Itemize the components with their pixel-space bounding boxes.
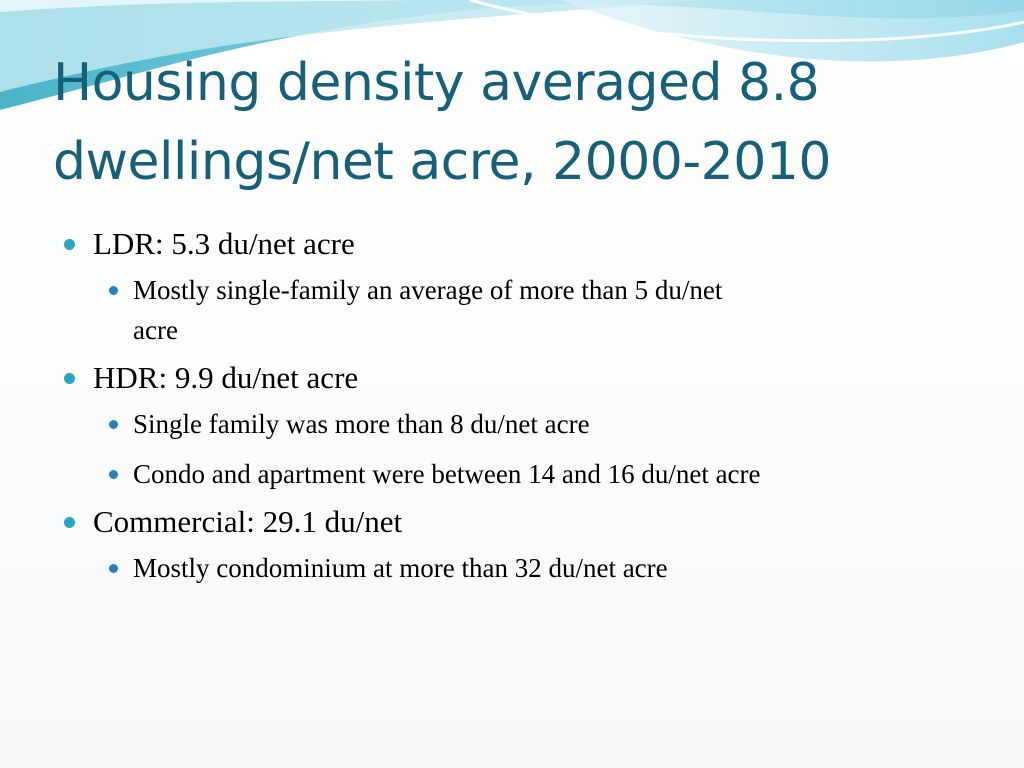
bullet-text: HDR: 9.9 du/net acre [93, 360, 359, 395]
sub-bullet-list: Mostly condominium at more than 32 du/ne… [93, 548, 990, 588]
sub-bullet-text: Mostly condominium at more than 32 du/ne… [133, 553, 668, 583]
sub-bullet-text-line-2: acre [133, 315, 178, 345]
bullet-list: LDR: 5.3 du/net acre Mostly single-famil… [60, 222, 990, 594]
wave-line [469, 0, 1024, 43]
bullet-dot-icon [64, 373, 75, 384]
sub-bullet-list: Single family was more than 8 du/net acr… [93, 404, 990, 494]
sub-bullet-dot-icon [109, 470, 118, 479]
wave-band-light [0, 0, 700, 92]
bullet-hdr: HDR: 9.9 du/net acre Single family was m… [60, 356, 990, 494]
sub-bullet-text: Condo and apartment were between 14 and … [133, 459, 761, 489]
sub-bullet-dot-icon [109, 564, 118, 573]
bullet-text: LDR: 5.3 du/net acre [93, 226, 355, 261]
sub-bullet-dot-icon [109, 420, 118, 429]
bullet-ldr: LDR: 5.3 du/net acre Mostly single-famil… [60, 222, 990, 350]
bullet-dot-icon [64, 239, 75, 250]
bullet-text: Commercial: 29.1 du/net [93, 504, 403, 539]
sub-bullet-commercial-condo: Mostly condominium at more than 32 du/ne… [93, 548, 990, 588]
wave-right [560, 0, 1024, 62]
bullet-commercial: Commercial: 29.1 du/net Mostly condomini… [60, 500, 990, 588]
sub-bullet-dot-icon [109, 286, 118, 295]
sub-bullet-list: Mostly single-family an average of more … [93, 270, 990, 350]
wave-highlight [0, 0, 420, 12]
sub-bullet-text: Single family was more than 8 du/net acr… [133, 409, 590, 439]
bullet-dot-icon [64, 517, 75, 528]
sub-bullet-hdr-condo: Condo and apartment were between 14 and … [93, 454, 990, 494]
slide-title: Housing density averaged 8.8 dwellings/n… [53, 44, 993, 202]
sub-bullet-hdr-single-family: Single family was more than 8 du/net acr… [93, 404, 990, 444]
slide-title-line-2: dwellings/net acre, 2000-2010 [53, 132, 832, 192]
slide-title-line-1: Housing density averaged 8.8 [53, 53, 820, 113]
wave-decoration [0, 0, 1024, 110]
sub-bullet-ldr-single-family: Mostly single-family an average of more … [93, 270, 990, 350]
sub-bullet-text-line-1: Mostly single-family an average of more … [133, 275, 723, 305]
